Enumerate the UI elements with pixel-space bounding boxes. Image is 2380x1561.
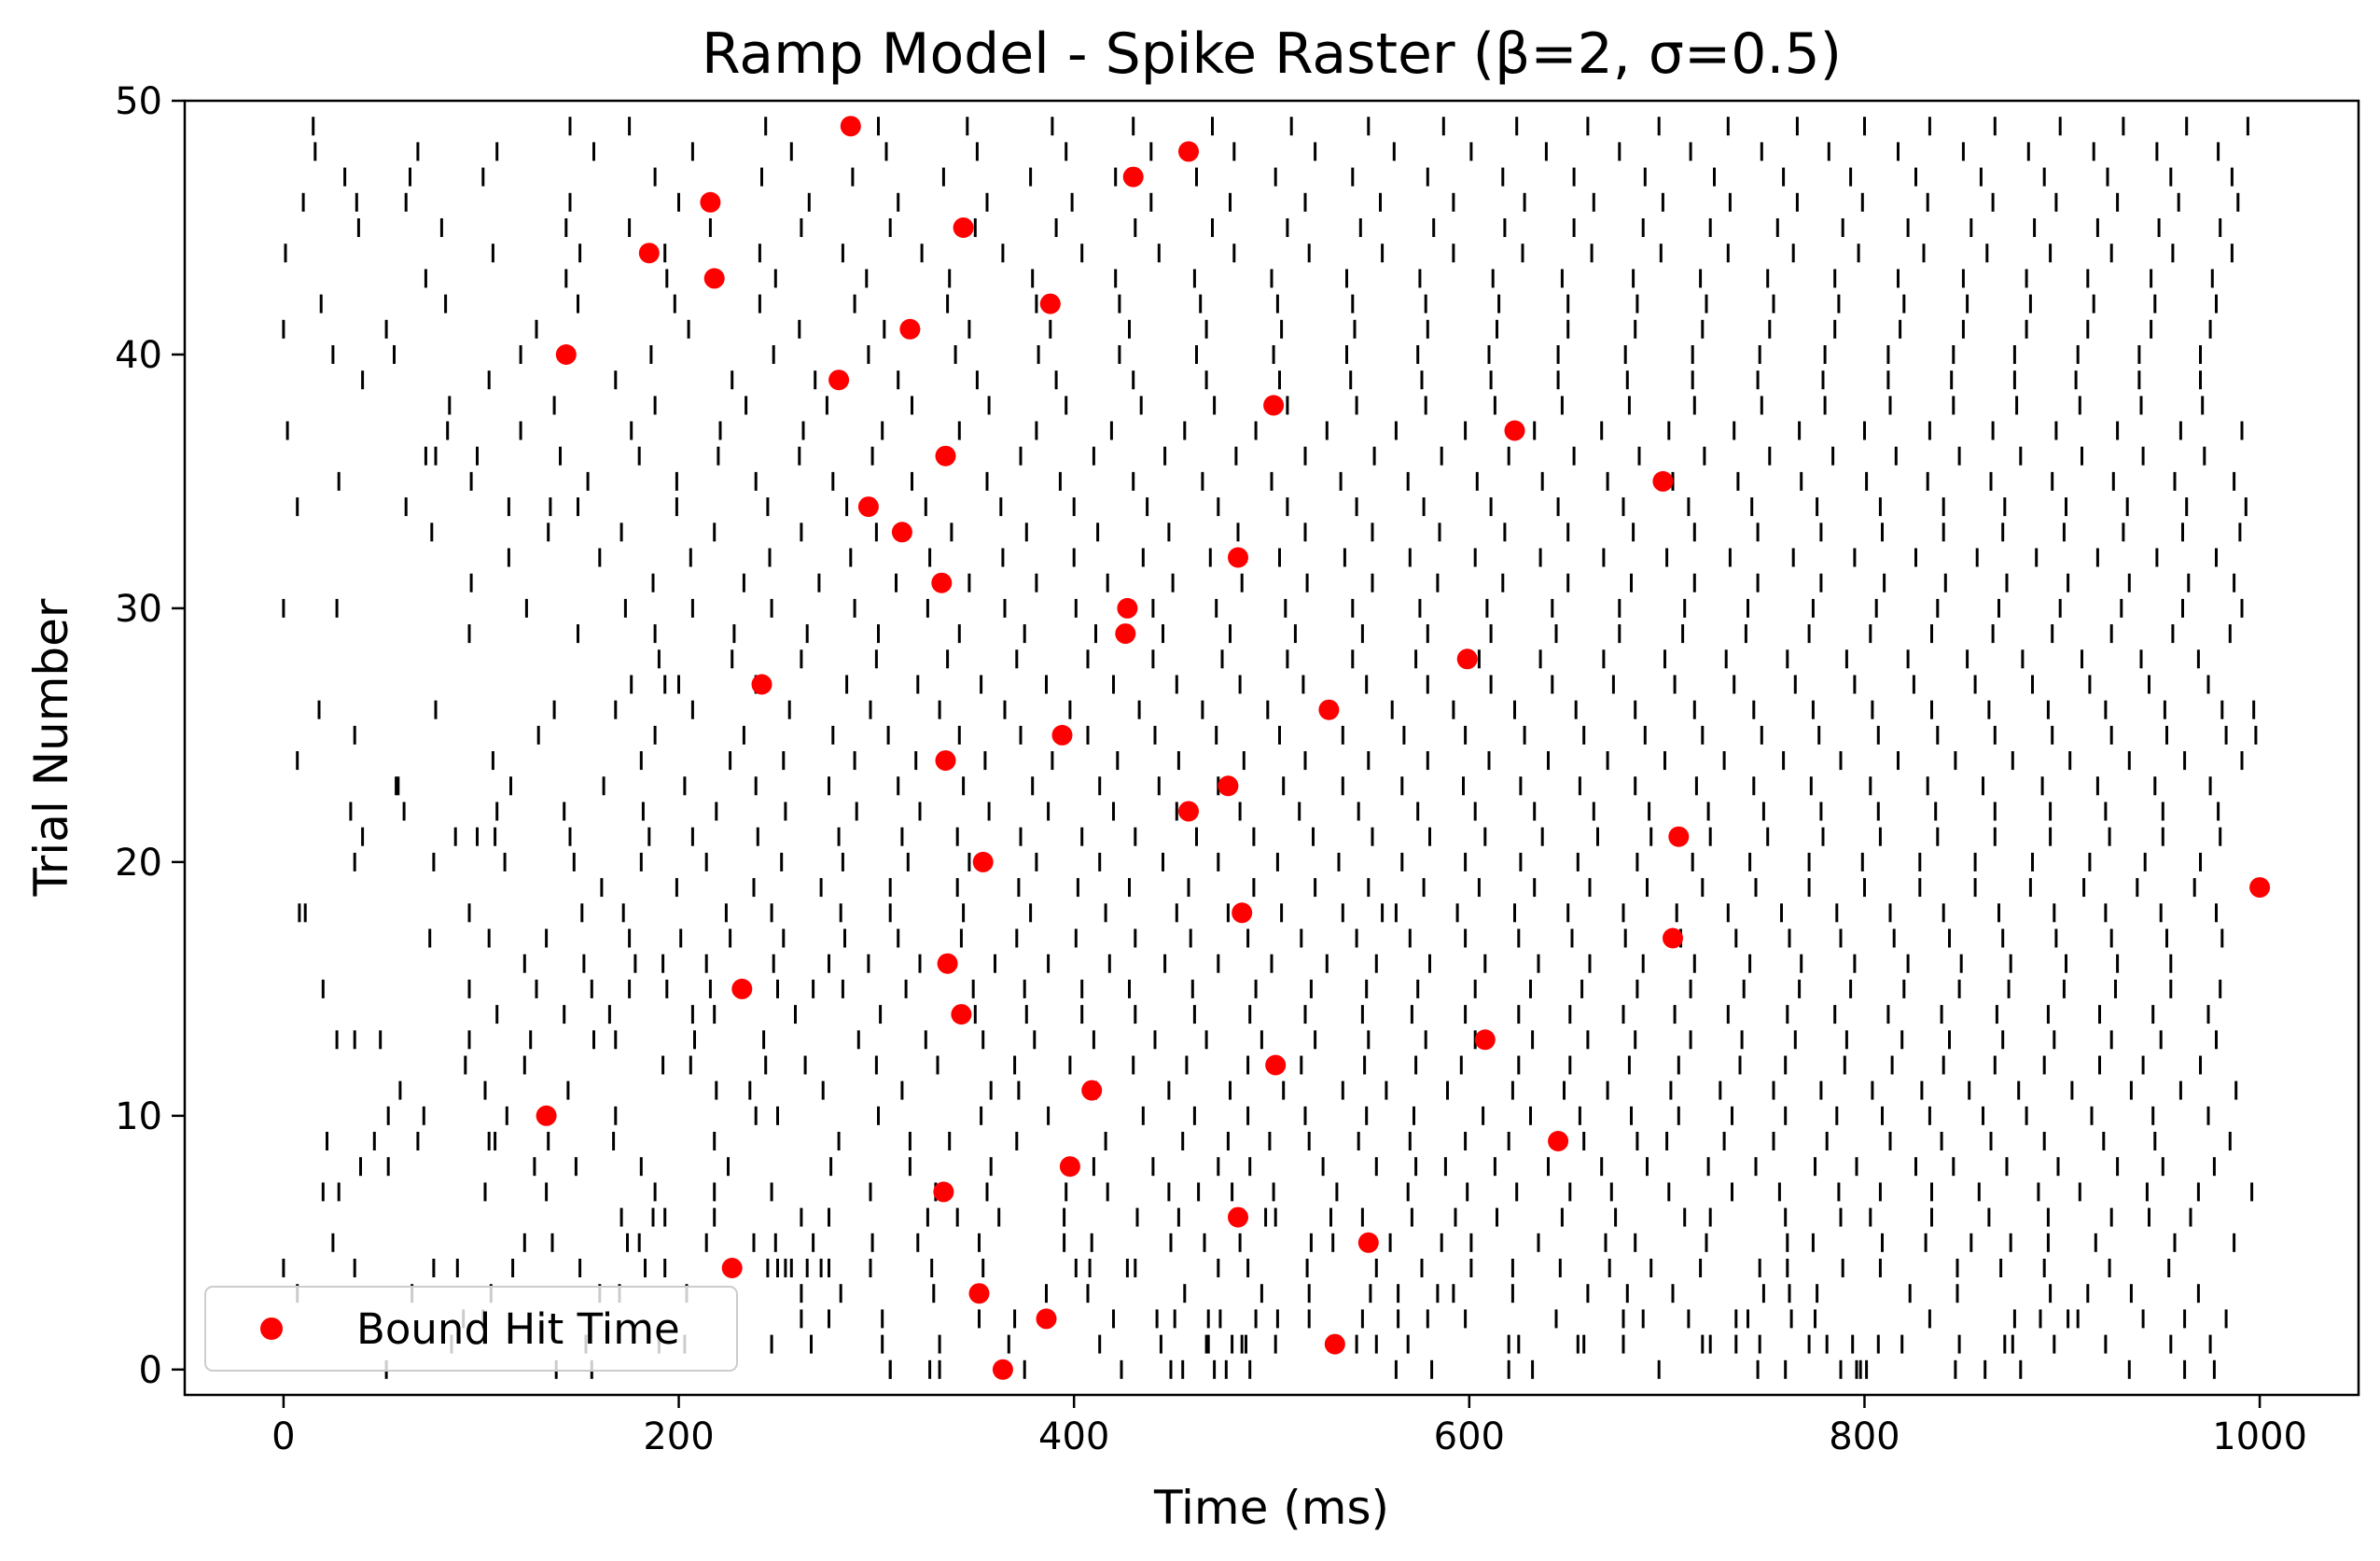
spikes-layer	[282, 117, 2258, 1379]
x-tick-label: 800	[1829, 1415, 1900, 1458]
bound-hit-point	[751, 674, 772, 695]
y-tick-label: 10	[115, 1095, 162, 1138]
bound-hit-point	[1178, 801, 1199, 822]
bound-markers-layer	[536, 116, 2271, 1380]
bound-hit-point	[951, 1004, 972, 1025]
bound-hit-point	[1474, 1029, 1496, 1051]
bound-hit-point	[1504, 420, 1525, 441]
bound-hit-point	[1456, 648, 1478, 670]
bound-hit-point	[1178, 141, 1199, 162]
bound-hit-point	[857, 496, 879, 518]
y-axis-label: Trial Number	[24, 598, 78, 897]
bound-hit-point	[1051, 724, 1073, 746]
bound-hit-point	[935, 445, 956, 467]
bound-hit-point	[1081, 1080, 1103, 1101]
bound-hit-point	[638, 243, 660, 264]
x-tick-label: 400	[1038, 1415, 1109, 1458]
bound-hit-point	[931, 572, 953, 593]
bound-hit-point	[1265, 1054, 1287, 1076]
x-axis-ticks: 0 200 400 600 800 1000	[271, 1395, 2307, 1458]
x-tick-label: 1000	[2212, 1415, 2307, 1458]
legend-box	[204, 1286, 738, 1372]
bound-hit-point	[1232, 902, 1253, 924]
bound-hit-point	[1059, 1156, 1080, 1178]
chart-title: Ramp Model - Spike Raster (β=2, σ=0.5)	[702, 21, 1842, 87]
bound-hit-point	[968, 1283, 990, 1304]
bound-hit-point	[1228, 547, 1248, 568]
bound-hit-point	[899, 318, 921, 340]
bound-hit-point	[1122, 166, 1144, 188]
y-tick-label: 40	[115, 334, 162, 377]
bound-hit-point	[1652, 470, 1674, 492]
legend-label-bound-hit: Bound Hit Time	[356, 1304, 680, 1354]
bound-hit-point	[828, 369, 850, 391]
bound-hit-point	[1263, 395, 1285, 416]
bound-hit-point	[1036, 1308, 1057, 1330]
bound-hit-point	[1357, 1232, 1379, 1253]
y-axis-ticks: 0 10 20 30 40 50	[115, 80, 185, 1392]
plot-frame	[183, 99, 2360, 1397]
bound-hit-point	[972, 851, 994, 872]
bound-hit-point	[731, 978, 753, 999]
bound-hit-point	[1218, 775, 1239, 797]
y-tick-label: 30	[115, 588, 162, 631]
bound-hit-point	[1668, 826, 1690, 847]
bound-hit-point	[1324, 1333, 1345, 1355]
bound-hit-point	[1318, 699, 1340, 720]
bound-hit-point	[536, 1105, 557, 1126]
bound-hit-point	[1663, 927, 1683, 949]
bound-hit-point	[2249, 877, 2271, 899]
bound-hit-point	[937, 953, 958, 974]
x-axis-label: Time (ms)	[1153, 1481, 1389, 1535]
bound-hit-point	[1228, 1206, 1248, 1228]
x-tick-label: 0	[271, 1415, 295, 1458]
bound-hit-point	[935, 750, 956, 772]
x-tick-label: 600	[1434, 1415, 1505, 1458]
y-tick-label: 20	[115, 842, 162, 885]
bound-hit-point	[953, 217, 974, 238]
bound-hit-point	[1548, 1131, 1569, 1151]
y-tick-label: 0	[139, 1349, 162, 1392]
bound-hit-point	[1117, 597, 1138, 619]
bound-hit-point	[1115, 623, 1136, 645]
bound-hit-point	[933, 1181, 954, 1203]
bound-hit-point	[721, 1258, 743, 1278]
x-tick-label: 200	[643, 1415, 714, 1458]
y-tick-label: 50	[115, 80, 162, 123]
bound-hit-point	[703, 268, 725, 289]
bound-hit-point	[891, 522, 912, 543]
legend-marker-bound-hit	[260, 1317, 283, 1340]
bound-hit-point	[992, 1359, 1013, 1380]
bound-hit-point	[1039, 293, 1061, 314]
bound-hit-point	[555, 344, 577, 365]
bound-hit-point	[700, 191, 721, 213]
legend: Bound Hit Time	[204, 1286, 738, 1372]
bound-hit-point	[840, 116, 861, 137]
